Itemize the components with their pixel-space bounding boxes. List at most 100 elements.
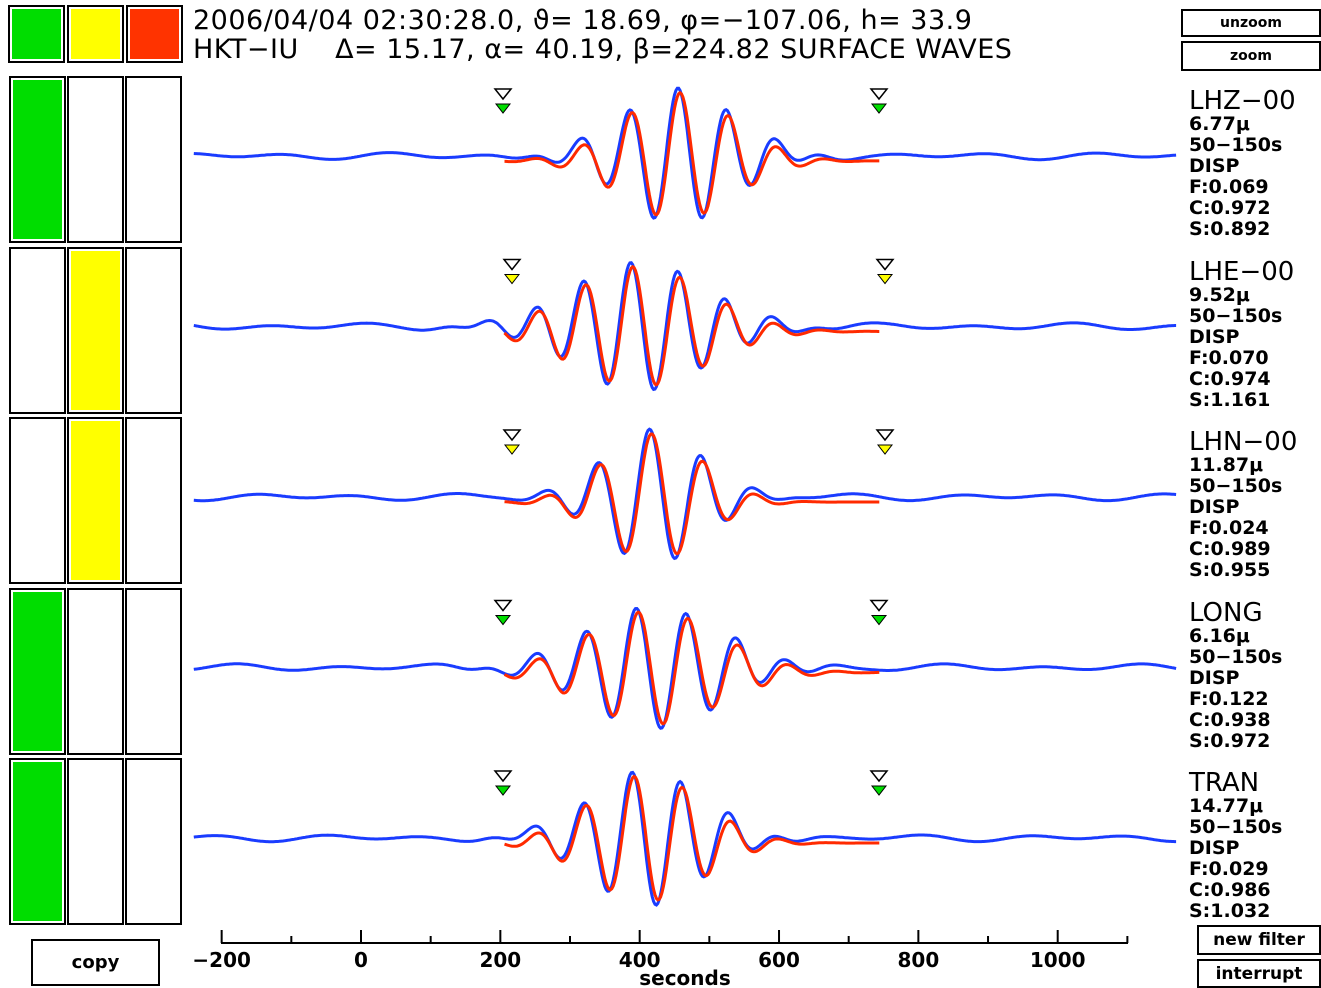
observed-trace — [193, 261, 1177, 392]
observed-trace — [193, 770, 1177, 907]
zoom-button[interactable]: zoom — [1181, 41, 1321, 71]
trace-s: S:0.972 — [1189, 729, 1271, 752]
unzoom-button[interactable]: unzoom — [1181, 9, 1321, 37]
window-marker-fill — [503, 444, 521, 455]
legend-swatch-yellow[interactable] — [67, 5, 124, 63]
trace-f: F:0.122 — [1189, 687, 1269, 710]
trace-amp: 6.77μ — [1189, 113, 1250, 135]
quality-cell-red[interactable] — [125, 758, 182, 925]
trace-band: 50−150s — [1189, 816, 1283, 838]
quality-fill — [71, 250, 120, 410]
trace-name: LHN−00 — [1189, 427, 1298, 457]
window-start-marker — [493, 770, 513, 783]
swatch-fill — [12, 9, 61, 59]
quality-fill — [13, 762, 62, 921]
synthetic-trace — [504, 432, 880, 556]
trace-amp: 11.87μ — [1189, 454, 1264, 476]
quality-fill — [13, 591, 62, 751]
trace-c: C:0.938 — [1189, 708, 1271, 731]
event-info-line-1: 2006/04/04 02:30:28.0, ϑ= 18.69, φ=−107.… — [193, 5, 973, 36]
quality-cell-yellow[interactable] — [67, 246, 124, 414]
window-end-marker — [869, 770, 889, 783]
new-filter-button[interactable]: new filter — [1197, 925, 1321, 955]
window-marker-fill — [876, 274, 894, 285]
x-tick-label: 400 — [619, 948, 661, 972]
x-tick-label: 600 — [758, 948, 800, 972]
trace-f: F:0.029 — [1189, 858, 1269, 880]
window-start-marker — [502, 258, 522, 271]
swatch-fill — [130, 9, 179, 59]
trace-type: DISP — [1189, 325, 1240, 348]
window-end-marker — [875, 429, 895, 442]
trace-amp: 9.52μ — [1189, 283, 1250, 306]
window-marker-fill — [494, 103, 512, 114]
observed-trace — [193, 86, 1177, 220]
trace-amp: 6.16μ — [1189, 624, 1250, 647]
x-tick-label: 200 — [479, 948, 521, 972]
window-start-marker — [493, 599, 513, 612]
trace-label: LHE−00 9.52μ 50−150s DISP F:0.070 C:0.974 S:1.… — [1189, 259, 1294, 411]
trace-c: C:0.974 — [1189, 367, 1271, 390]
trace-f: F:0.069 — [1189, 176, 1269, 198]
trace-c: C:0.972 — [1189, 197, 1271, 219]
trace-name: LHE−00 — [1189, 256, 1295, 287]
window-end-marker — [869, 88, 889, 101]
trace-name: TRAN — [1189, 768, 1260, 798]
legend-swatch-green[interactable] — [8, 5, 65, 63]
event-info-line-2: HKT−IU Δ= 15.17, α= 40.19, β=224.82 SURF… — [193, 34, 1013, 65]
quality-cell-green[interactable] — [9, 76, 66, 243]
quality-cell-yellow[interactable] — [67, 758, 124, 925]
quality-cell-green[interactable] — [9, 758, 66, 925]
trace-label: TRAN 14.77μ 50−150s DISP F:0.029 C:0.986 S:1.0… — [1189, 770, 1282, 922]
synthetic-trace — [504, 774, 880, 902]
interrupt-button[interactable]: interrupt — [1197, 959, 1321, 988]
window-marker-fill — [870, 615, 888, 626]
x-tick-label: 1000 — [1030, 948, 1086, 972]
window-end-marker — [875, 258, 895, 271]
window-marker-fill — [870, 103, 888, 114]
quality-cell-green[interactable] — [9, 417, 66, 584]
trace-label: LHN−00 11.87μ 50−150s DISP F:0.024 C:0.989 S:0… — [1189, 429, 1297, 581]
trace-amp: 14.77μ — [1189, 795, 1264, 817]
window-start-marker — [493, 88, 513, 101]
trace-f: F:0.070 — [1189, 346, 1269, 369]
x-axis-label: seconds — [639, 966, 731, 988]
trace-type: DISP — [1189, 155, 1240, 177]
window-marker-fill — [876, 444, 894, 455]
quality-cell-red[interactable] — [125, 417, 182, 584]
quality-fill — [71, 421, 120, 580]
synthetic-trace — [504, 90, 880, 217]
x-tick-label: −200 — [192, 948, 251, 972]
window-end-marker — [869, 599, 889, 612]
window-marker-fill — [503, 274, 521, 285]
trace-name: LHZ−00 — [1189, 86, 1296, 116]
trace-type: DISP — [1189, 496, 1240, 518]
trace-f: F:0.024 — [1189, 517, 1269, 539]
trace-name: LONG — [1189, 597, 1263, 628]
window-marker-fill — [870, 785, 888, 796]
trace-band: 50−150s — [1189, 475, 1283, 497]
window-marker-fill — [494, 785, 512, 796]
observed-trace — [193, 606, 1177, 730]
synthetic-trace — [503, 264, 880, 387]
swatch-fill — [71, 9, 120, 59]
quality-cell-yellow[interactable] — [67, 417, 124, 584]
trace-band: 50−150s — [1189, 134, 1283, 156]
synthetic-trace — [503, 610, 880, 726]
quality-cell-green[interactable] — [9, 587, 66, 755]
x-tick-label: 0 — [354, 948, 368, 972]
copy-button[interactable]: copy — [31, 939, 160, 986]
trace-c: C:0.989 — [1189, 538, 1271, 560]
quality-cell-yellow[interactable] — [67, 76, 124, 243]
trace-c: C:0.986 — [1189, 879, 1271, 901]
quality-cell-red[interactable] — [125, 246, 182, 414]
quality-fill — [13, 80, 62, 239]
quality-cell-red[interactable] — [125, 76, 182, 243]
x-tick-label: 800 — [897, 948, 939, 972]
legend-swatch-red[interactable] — [126, 5, 183, 63]
trace-type: DISP — [1189, 837, 1240, 859]
quality-cell-green[interactable] — [9, 246, 66, 414]
quality-cell-red[interactable] — [125, 587, 182, 755]
quality-cell-yellow[interactable] — [67, 587, 124, 755]
trace-type: DISP — [1189, 666, 1240, 689]
